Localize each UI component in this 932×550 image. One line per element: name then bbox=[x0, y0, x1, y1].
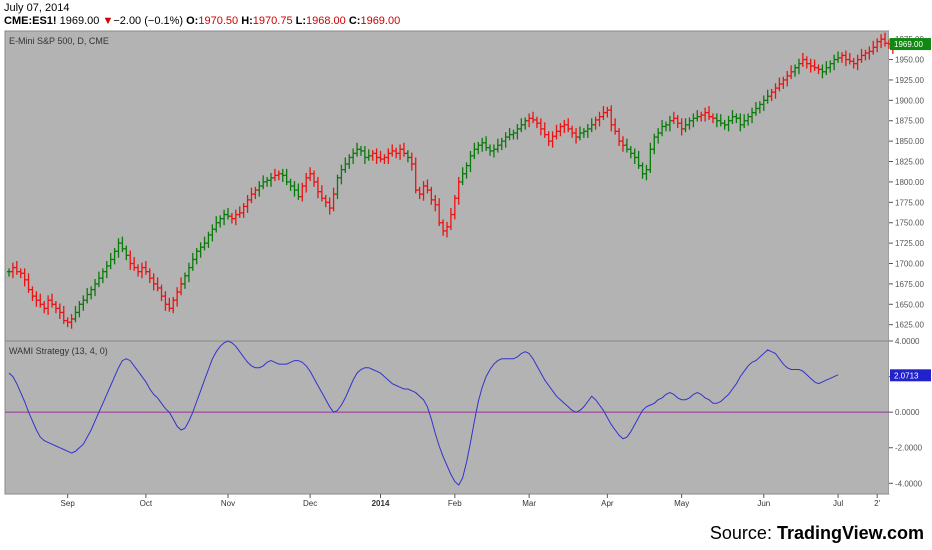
down-arrow-icon: ▼ bbox=[102, 15, 114, 27]
price-tick-label: 1675.00 bbox=[895, 280, 924, 289]
close-value: 1969.00 bbox=[360, 15, 401, 27]
osc-tick-label: -4.0000 bbox=[895, 479, 923, 488]
price-tick-label: 1775.00 bbox=[895, 198, 924, 207]
header-date: July 07, 2014 bbox=[4, 2, 70, 14]
price-tick-label: 1750.00 bbox=[895, 219, 924, 228]
price-pane[interactable] bbox=[4, 30, 890, 342]
last-price: 1969.00 bbox=[59, 15, 100, 27]
time-tick-label: Jun bbox=[757, 499, 770, 508]
price-axis[interactable] bbox=[889, 31, 932, 494]
time-tick-label: Feb bbox=[448, 499, 462, 508]
price-pane-title: E-Mini S&P 500, D, CME bbox=[9, 36, 109, 46]
time-tick-label: Sep bbox=[61, 499, 76, 508]
open-value: 1970.50 bbox=[198, 15, 239, 27]
time-tick-label: Apr bbox=[601, 499, 614, 508]
price-tick-label: 1950.00 bbox=[895, 56, 924, 65]
price-tick-label: 1900.00 bbox=[895, 96, 924, 105]
symbol-label[interactable]: CME:ES1! bbox=[4, 15, 57, 27]
source-brand: TradingView.com bbox=[776, 523, 924, 543]
price-change: −2.00 (−0.1%) bbox=[113, 15, 184, 27]
low-value: 1968.00 bbox=[306, 15, 346, 27]
time-tick-label: Dec bbox=[303, 499, 317, 508]
osc-last-tag bbox=[890, 369, 931, 382]
high-label: H: bbox=[241, 15, 253, 27]
price-tick-label: 1800.00 bbox=[895, 178, 924, 187]
osc-tick-label: 0.0000 bbox=[895, 408, 920, 417]
oscillator-line bbox=[8, 340, 839, 486]
high-value: 1970.75 bbox=[252, 15, 293, 27]
source-prefix: Source: bbox=[709, 523, 777, 543]
oscillator-pane[interactable] bbox=[4, 340, 890, 495]
time-tick-label: Nov bbox=[221, 499, 235, 508]
price-tick-label: 1650.00 bbox=[895, 300, 924, 309]
price-tick-label: 1850.00 bbox=[895, 137, 924, 146]
osc-tick-label: -2.0000 bbox=[895, 444, 923, 453]
price-tick-label: 1725.00 bbox=[895, 239, 924, 248]
low-label: L: bbox=[295, 15, 307, 27]
time-tick-label: Jul bbox=[833, 499, 843, 508]
time-tick-label: May bbox=[674, 499, 689, 508]
time-tick-label: Mar bbox=[522, 499, 536, 508]
time-tick-label: Oct bbox=[140, 499, 153, 508]
oscillator-pane-title: WAMI Strategy (13, 4, 0) bbox=[9, 346, 108, 356]
header-quote: CME:ES1! 1969.00 ▼−2.00 (−0.1%) O:1970.5… bbox=[4, 15, 400, 27]
price-last-tag bbox=[890, 38, 931, 51]
time-tick-label: 2' bbox=[874, 499, 880, 508]
price-tick-label: 1700.00 bbox=[895, 260, 924, 269]
source-credit: Source: TradingView.com bbox=[710, 523, 924, 544]
osc-tick-label: 4.0000 bbox=[895, 337, 920, 346]
price-tick-label: 1825.00 bbox=[895, 158, 924, 167]
open-label: O: bbox=[186, 15, 199, 27]
price-tick-label: 1925.00 bbox=[895, 76, 924, 85]
price-tick-label: 1625.00 bbox=[895, 321, 924, 330]
osc-last-tag-label: 2.0713 bbox=[894, 371, 919, 380]
time-tick-label: 2014 bbox=[372, 499, 390, 508]
price-tick-label: 1875.00 bbox=[895, 117, 924, 126]
price-last-tag-label: 1969.00 bbox=[894, 40, 923, 49]
close-label: C: bbox=[348, 15, 361, 27]
